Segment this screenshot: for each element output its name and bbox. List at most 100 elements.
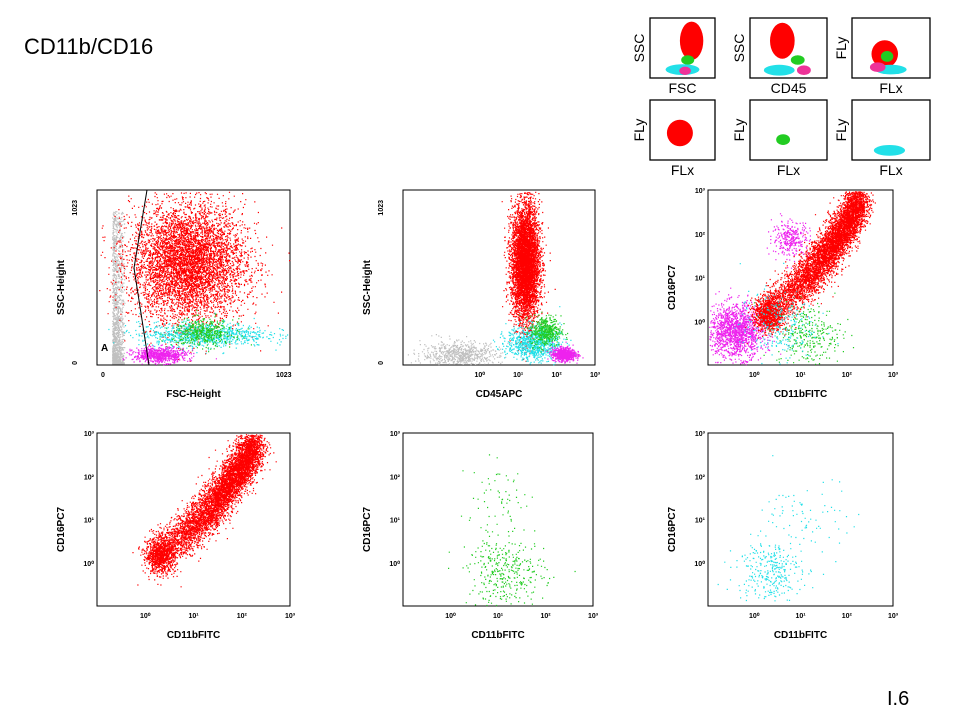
- x-tick-label: 10⁰: [475, 371, 486, 379]
- population-cyan: [717, 533, 823, 602]
- x-tick-label: 10¹: [188, 613, 199, 620]
- x-tick-label: 0: [101, 372, 105, 379]
- population-green: [460, 454, 533, 542]
- y-tick-label: 10¹: [390, 518, 401, 525]
- y-tick-label: 1023: [378, 200, 385, 216]
- legend-ylabel: FLy: [833, 119, 849, 142]
- gate-label: A: [101, 343, 108, 354]
- y-tick-label: 10²: [390, 474, 401, 481]
- plot-frame: [402, 432, 594, 607]
- legend-population-blob: [776, 134, 791, 146]
- population-green: [519, 311, 569, 353]
- y-tick-label: 10³: [695, 431, 706, 438]
- x-tick-label: 1023: [276, 372, 292, 379]
- legend-thumbnail: FLx FLy: [731, 99, 828, 178]
- population-magenta: [766, 213, 811, 269]
- population-green: [448, 527, 576, 607]
- legend-thumbnail: FLx FLy: [631, 99, 716, 178]
- legend-population-blob: [873, 145, 906, 156]
- legend-xlabel: FLx: [671, 162, 694, 178]
- population-gray: [407, 334, 509, 366]
- y-tick-label: 10³: [84, 431, 95, 438]
- population-red: [138, 526, 187, 586]
- y-tick-label: 10³: [390, 431, 401, 438]
- legend-frame: [749, 99, 828, 161]
- x-axis-label: CD11bFITC: [167, 630, 220, 641]
- population-red: [746, 191, 876, 347]
- x-tick-label: 10³: [590, 372, 601, 379]
- scatter-plot: 10⁰ 10¹ 10² 10³ 10⁰ 10¹ 10² 10³ CD11bFITC CD16PC7: [667, 188, 899, 400]
- y-tick-label: 10⁰: [694, 318, 705, 326]
- legend-population-blob: [679, 66, 691, 76]
- x-axis-label: CD11bFITC: [774, 389, 827, 400]
- y-tick-label: 10⁰: [389, 560, 400, 568]
- y-axis-label: CD16PC7: [667, 507, 678, 552]
- plot-events: [407, 191, 584, 366]
- population-magenta: [546, 341, 584, 364]
- x-tick-label: 10⁰: [749, 371, 760, 379]
- y-axis-label: CD16PC7: [667, 265, 678, 310]
- legend-population-blob: [681, 55, 695, 65]
- y-axis-label: SSC-Height: [362, 259, 373, 315]
- legend-population-blob: [763, 64, 795, 76]
- population-green: [159, 309, 252, 353]
- scatter-plot: 10⁰ 10¹ 10² 10³ 10⁰ 10¹ 10² 10³ CD11bFITC CD16PC7: [362, 431, 599, 641]
- legend-population-blob: [880, 51, 894, 62]
- legend-xlabel: FLx: [879, 80, 902, 96]
- plot-frame: [402, 189, 596, 366]
- legend-ylabel: SSC: [731, 34, 747, 63]
- population-magenta: [122, 344, 217, 366]
- x-tick-label: 10⁰: [140, 612, 151, 620]
- x-tick-label: 10¹: [795, 372, 806, 379]
- y-tick-label: 10²: [84, 474, 95, 481]
- population-red: [99, 191, 291, 362]
- legend-xlabel: CD45: [771, 80, 807, 96]
- y-tick-label: 10²: [695, 232, 706, 239]
- slide-title: CD11b/CD16: [24, 34, 154, 59]
- x-axis-label: CD45APC: [476, 389, 523, 400]
- scatter-plot: 10⁰ 10¹ 10² 10³ 10⁰ 10¹ 10² 10³ CD11bFITC CD16PC7: [667, 431, 899, 641]
- legend-population-blob: [770, 22, 795, 59]
- legend-ylabel: FLy: [731, 119, 747, 142]
- y-tick-label: 10²: [695, 474, 706, 481]
- y-tick-label: 0: [72, 361, 79, 365]
- legend-population-blob: [796, 65, 811, 75]
- x-tick-label: 10¹: [513, 372, 524, 379]
- x-tick-label: 10⁰: [749, 612, 760, 620]
- legend-xlabel: FSC: [669, 80, 697, 96]
- legend-thumbnail: CD45 SSC: [731, 17, 828, 96]
- legend-ylabel: FLy: [833, 37, 849, 60]
- legend-population-blob: [666, 119, 693, 147]
- x-tick-label: 10⁰: [445, 612, 456, 620]
- y-axis-label: SSC-Height: [56, 259, 67, 315]
- legend-xlabel: FLx: [777, 162, 800, 178]
- x-tick-label: 10¹: [795, 613, 806, 620]
- x-tick-label: 10¹: [493, 613, 504, 620]
- scatter-plot: A 0 1023 0 1023 FSC-Height SSC-Height: [56, 189, 292, 400]
- x-tick-label: 10²: [237, 613, 248, 620]
- population-red: [501, 191, 556, 362]
- population-cyan: [108, 312, 289, 355]
- x-axis-label: FSC-Height: [166, 389, 221, 400]
- plot-events: [709, 191, 876, 366]
- population-cyan: [734, 262, 839, 365]
- legend-ylabel: FLy: [631, 119, 647, 142]
- legend-population-blob: [869, 62, 886, 72]
- x-tick-label: 10³: [588, 613, 599, 620]
- x-tick-label: 10²: [552, 372, 563, 379]
- x-tick-label: 10³: [285, 613, 296, 620]
- x-tick-label: 10²: [842, 372, 853, 379]
- legend-thumbnail: FLx FLy: [833, 99, 931, 178]
- population-gray: [112, 211, 127, 365]
- legend-population-blob: [679, 21, 704, 60]
- y-tick-label: 10³: [695, 188, 706, 195]
- population-cyan: [492, 306, 576, 366]
- y-tick-label: 1023: [72, 200, 79, 216]
- scatter-plot: 10⁰ 10¹ 10² 10³ 0 1023 CD45APC SSC-Height: [362, 189, 601, 400]
- y-tick-label: 10¹: [84, 518, 95, 525]
- y-axis-label: CD16PC7: [362, 507, 373, 552]
- x-tick-label: 10³: [888, 613, 899, 620]
- x-tick-label: 10²: [540, 613, 551, 620]
